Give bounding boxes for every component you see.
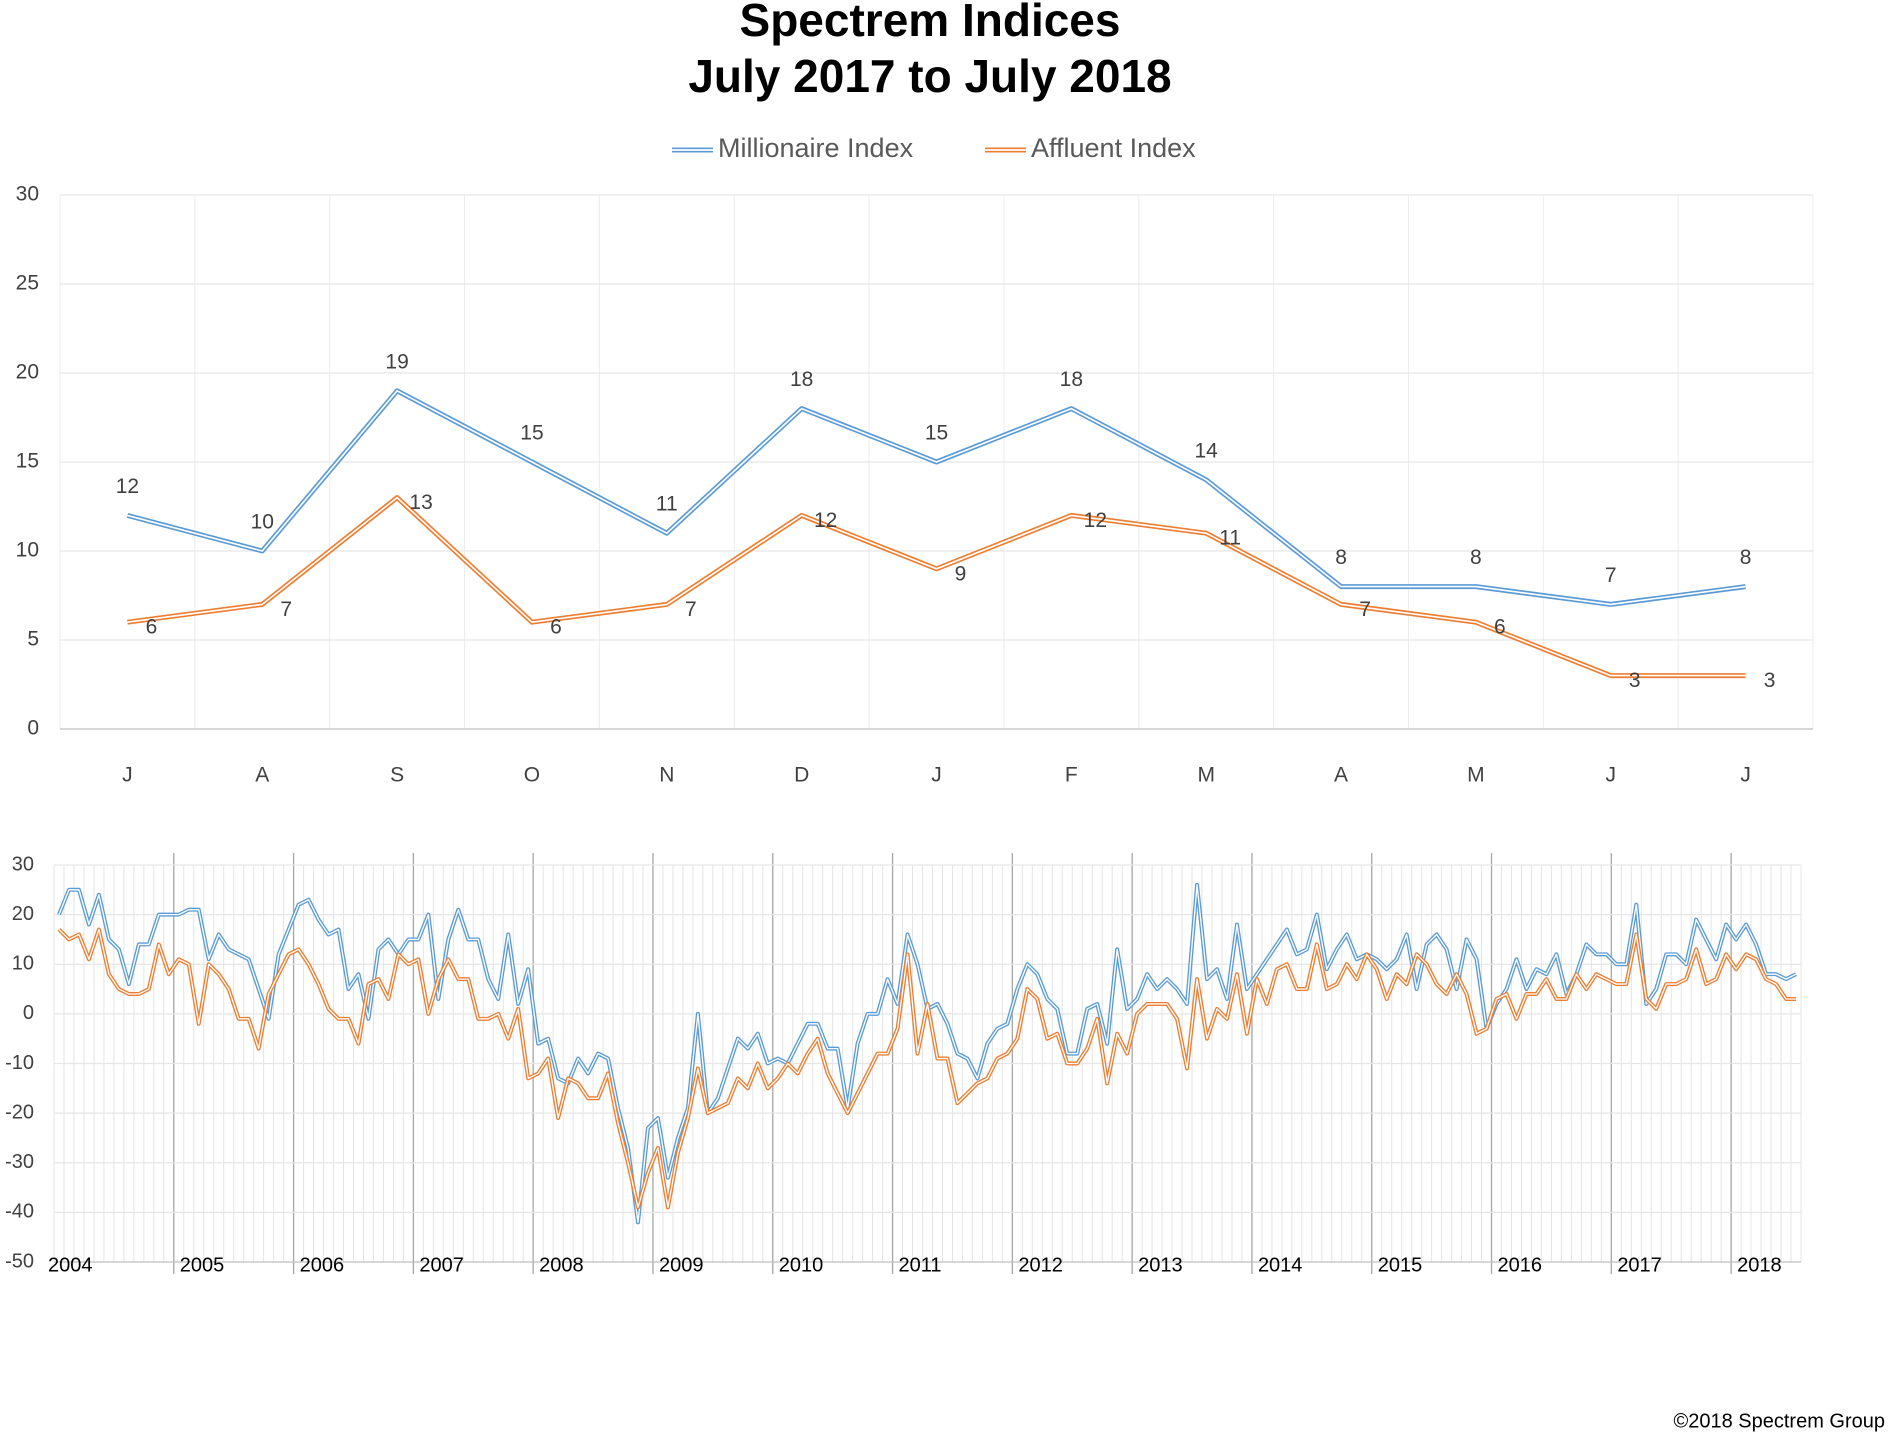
- data-label: 12: [1084, 509, 1107, 532]
- x-tick-label: N: [659, 764, 674, 787]
- x-tick-label: A: [255, 764, 269, 787]
- data-label: 15: [520, 422, 543, 445]
- data-label: 6: [146, 616, 158, 639]
- y-tick-label: 20: [12, 903, 34, 925]
- x-tick-label: 2018: [1737, 1254, 1782, 1276]
- x-tick-label: 2008: [539, 1254, 584, 1276]
- x-tick-label: 2015: [1378, 1254, 1423, 1276]
- data-label: 11: [656, 493, 678, 516]
- data-label: 12: [116, 475, 139, 498]
- y-tick-label: 15: [16, 450, 39, 473]
- chart-title: Spectrem Indices: [740, 0, 1121, 46]
- x-tick-label: 2013: [1138, 1254, 1183, 1276]
- legend-label: Affluent Index: [1031, 133, 1196, 163]
- x-tick-label: 2006: [300, 1254, 345, 1276]
- data-label: 14: [1195, 439, 1219, 462]
- x-tick-label: M: [1197, 764, 1215, 787]
- x-tick-label: 2012: [1018, 1254, 1062, 1276]
- x-tick-label: 2014: [1258, 1254, 1303, 1276]
- x-tick-label: 2010: [779, 1254, 824, 1276]
- x-tick-label: 2007: [419, 1254, 464, 1276]
- series-line-inner: [127, 496, 1746, 677]
- y-tick-label: 20: [16, 361, 39, 384]
- y-tick-label: 0: [23, 1002, 34, 1024]
- data-label: 11: [1219, 527, 1241, 550]
- data-label: 19: [385, 350, 408, 373]
- x-tick-label: 2004: [48, 1254, 93, 1276]
- y-tick-label: -30: [5, 1151, 34, 1173]
- data-label: 3: [1764, 669, 1776, 692]
- legend-label: Millionaire Index: [718, 133, 914, 163]
- y-tick-label: 10: [12, 953, 34, 975]
- data-label: 7: [1359, 598, 1371, 621]
- data-label: 8: [1470, 546, 1482, 569]
- data-label: 8: [1335, 546, 1347, 569]
- data-label: 10: [251, 511, 274, 534]
- data-label: 18: [790, 368, 813, 391]
- x-tick-label: 2005: [180, 1254, 225, 1276]
- chart-subtitle: July 2017 to July 2018: [688, 50, 1171, 102]
- y-tick-label: -40: [5, 1201, 34, 1223]
- y-tick-label: -50: [5, 1250, 34, 1272]
- x-tick-label: 2017: [1617, 1254, 1662, 1276]
- x-tick-label: J: [931, 764, 942, 787]
- data-label: 7: [1605, 564, 1617, 587]
- data-label: 9: [955, 562, 967, 585]
- x-tick-label: 2011: [899, 1254, 942, 1276]
- data-label: 8: [1740, 546, 1752, 569]
- y-tick-label: -20: [5, 1101, 34, 1123]
- x-tick-label: O: [524, 764, 540, 787]
- data-label: 3: [1629, 669, 1641, 692]
- data-label: 7: [280, 598, 292, 621]
- y-tick-label: 5: [27, 628, 39, 651]
- data-label: 6: [550, 616, 562, 639]
- footer: ©2018 Spectrem Group: [1673, 1410, 1885, 1432]
- x-tick-label: D: [794, 764, 809, 787]
- x-tick-label: J: [1740, 764, 1751, 787]
- x-tick-label: M: [1467, 764, 1485, 787]
- data-label: 13: [409, 491, 432, 514]
- series-line-inner: [58, 928, 1797, 1209]
- x-tick-label: S: [390, 764, 404, 787]
- x-tick-label: 2016: [1498, 1254, 1543, 1276]
- y-tick-label: 10: [16, 539, 39, 562]
- x-tick-label: J: [1605, 764, 1616, 787]
- x-tick-label: J: [122, 764, 133, 787]
- y-tick-label: 0: [27, 717, 39, 740]
- x-tick-label: F: [1065, 764, 1078, 787]
- y-tick-label: -10: [5, 1052, 34, 1074]
- data-label: 6: [1494, 616, 1506, 639]
- series-line-inner: [127, 389, 1746, 606]
- y-tick-label: 30: [12, 853, 34, 875]
- data-label: 18: [1060, 368, 1083, 391]
- data-label: 12: [814, 509, 837, 532]
- data-label: 15: [925, 422, 948, 445]
- x-tick-label: A: [1334, 764, 1348, 787]
- x-tick-label: 2009: [659, 1254, 704, 1276]
- y-tick-label: 25: [16, 272, 39, 295]
- data-label: 7: [685, 598, 697, 621]
- y-tick-label: 30: [16, 183, 39, 206]
